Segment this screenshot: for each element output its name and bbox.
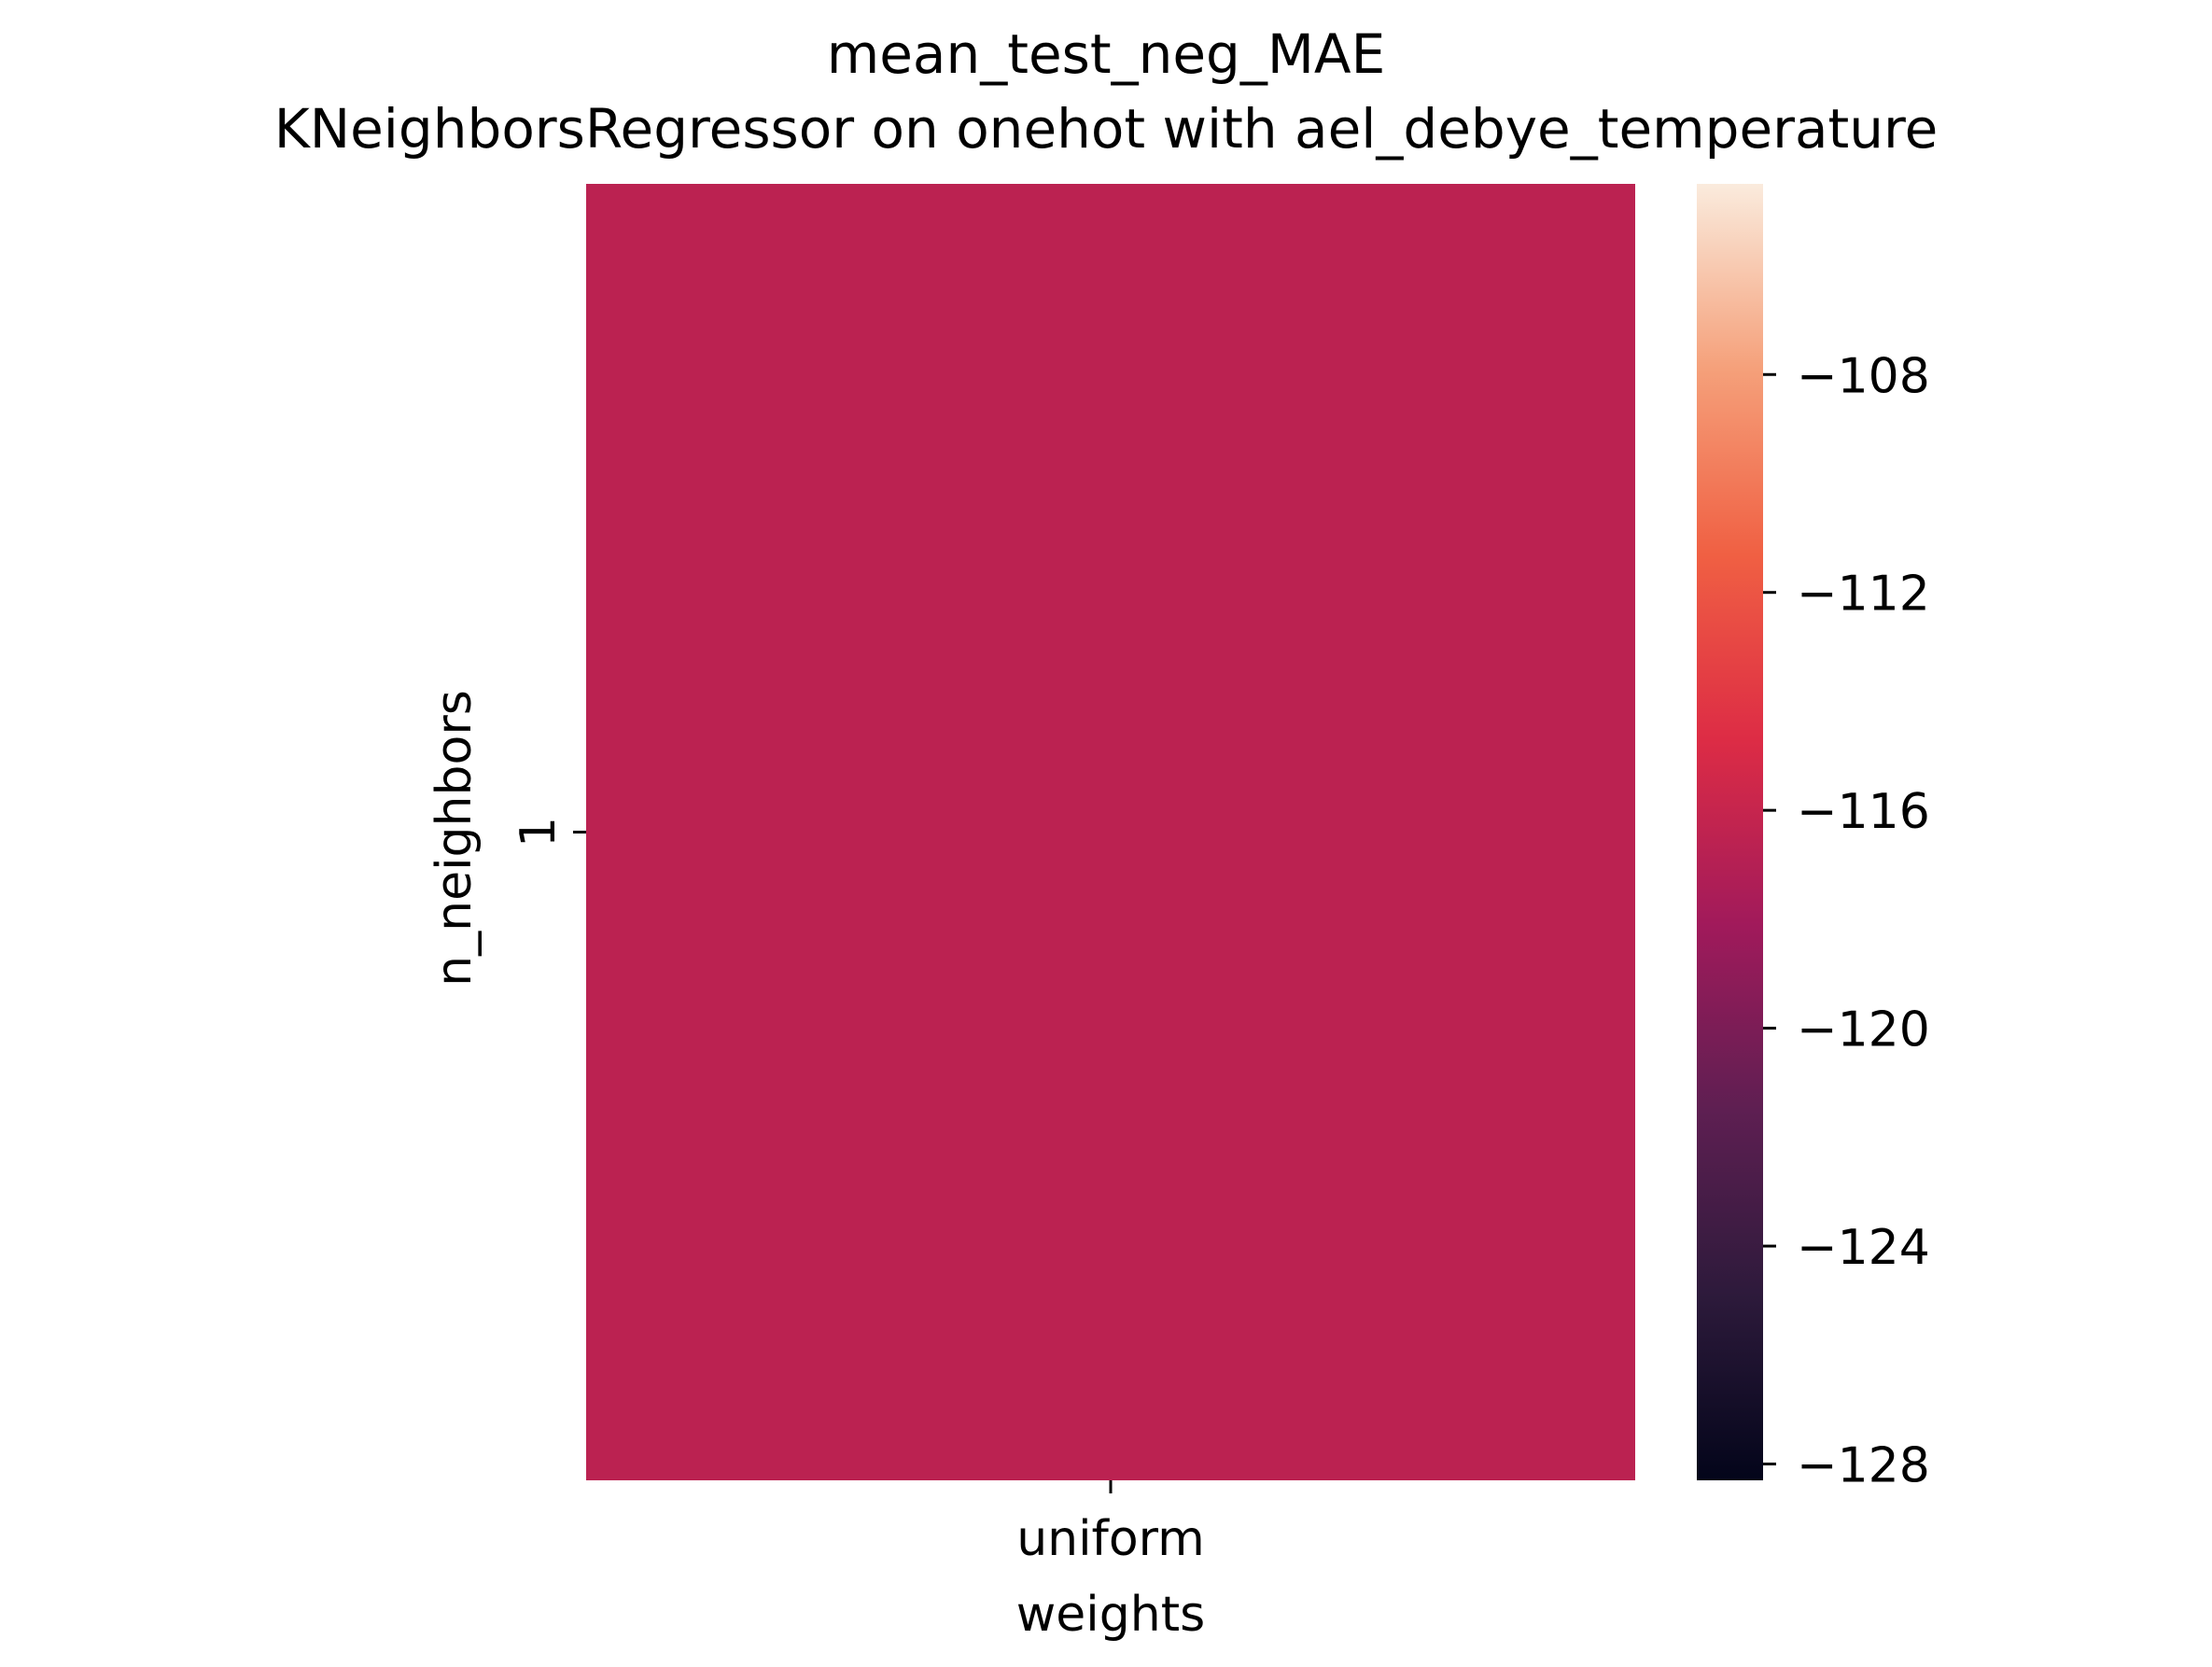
x-axis: weights uniform <box>1016 1480 1205 1643</box>
y-tick-label: 1 <box>511 817 567 848</box>
colorbar-tick-label: −116 <box>1797 784 1930 840</box>
y-axis: n_neighbors 1 <box>427 690 586 987</box>
colorbar-gradient <box>1697 184 1763 1480</box>
colorbar-tick-label: −112 <box>1797 567 1930 623</box>
colorbar-tick-label: −128 <box>1797 1437 1930 1493</box>
colorbar-tick-label: −108 <box>1797 348 1930 404</box>
colorbar: −108 −112 −116 −120 −124 −128 <box>1697 184 1930 1493</box>
y-axis-label: n_neighbors <box>427 690 483 987</box>
x-tick-label: uniform <box>1016 1511 1205 1567</box>
chart-subtitle: KNeighborsRegressor on onehot with ael_d… <box>274 97 1939 161</box>
heatmap-cells <box>586 184 1635 1480</box>
heatmap-cell <box>586 184 1635 1480</box>
x-axis-label: weights <box>1016 1587 1205 1643</box>
colorbar-tick-label: −124 <box>1797 1220 1930 1276</box>
colorbar-ticks: −108 −112 −116 −120 −124 −128 <box>1763 348 1930 1493</box>
colorbar-tick-label: −120 <box>1797 1002 1930 1058</box>
chart-title: mean_test_neg_MAE <box>827 22 1386 86</box>
